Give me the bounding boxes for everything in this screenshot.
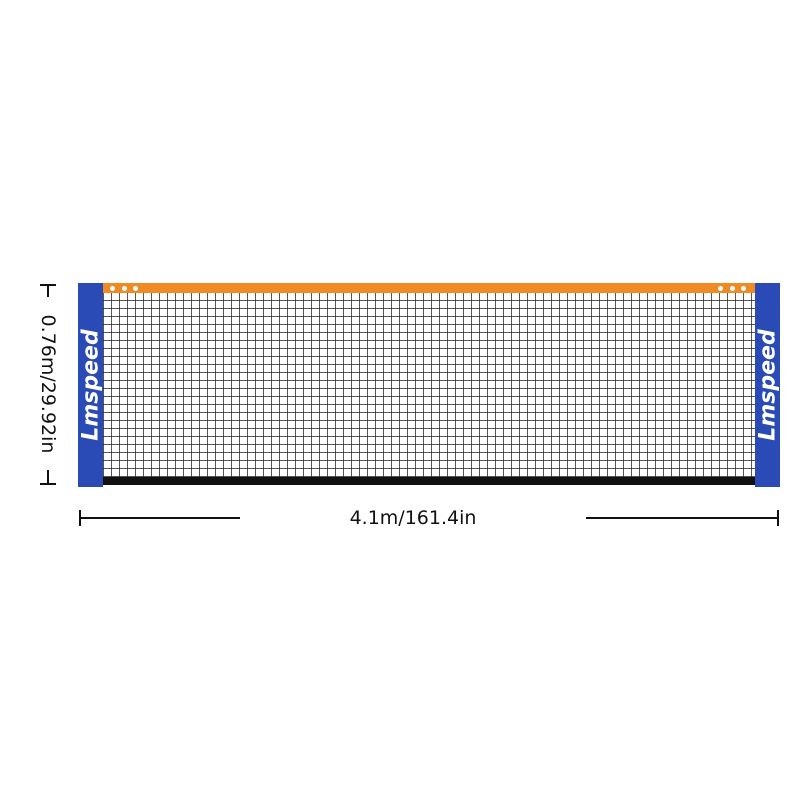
grommet — [741, 286, 746, 291]
bottom-tape — [103, 477, 755, 485]
height-dimension-line — [47, 470, 49, 484]
height-tick-top — [40, 284, 56, 286]
width-dimension-line — [80, 517, 240, 519]
top-band — [103, 283, 755, 293]
net-mesh — [103, 293, 755, 477]
right-post: Lmspeed — [755, 283, 780, 487]
height-tick-bottom — [40, 483, 56, 485]
brand-logo: Lmspeed — [755, 329, 780, 441]
grommet — [110, 286, 115, 291]
brand-logo: Lmspeed — [78, 329, 103, 441]
height-label: 0.76m/29.92in — [37, 314, 59, 454]
grommet — [718, 286, 723, 291]
grommet — [730, 286, 735, 291]
width-dimension-line — [586, 517, 779, 519]
width-label: 4.1m/161.4in — [349, 507, 477, 529]
grommet — [133, 286, 138, 291]
width-tick-right — [777, 510, 779, 526]
grommet — [122, 286, 127, 291]
height-dimension-line — [47, 285, 49, 297]
left-post: Lmspeed — [78, 283, 103, 487]
